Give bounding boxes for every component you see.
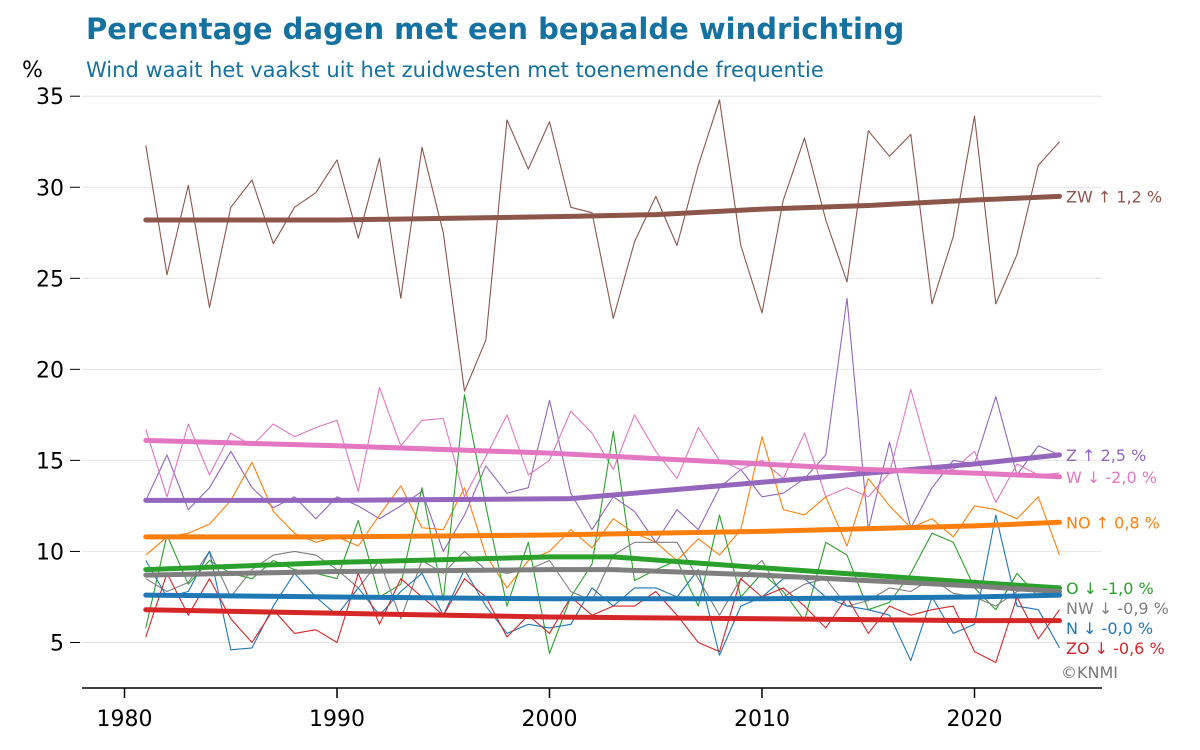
y-tick-label-5: 5: [50, 631, 64, 656]
y-tick-label-20: 20: [36, 358, 64, 383]
trend-line-no: [143, 519, 1062, 540]
trend-line-nw: [143, 567, 1062, 594]
series-line-nw: [145, 541, 1060, 620]
trend-line-n: [143, 592, 1062, 602]
series-label-z: Z ↑ 2,5 %: [1066, 446, 1146, 465]
y-tick-label-30: 30: [36, 176, 64, 201]
x-tick-label-1980: 1980: [97, 707, 153, 732]
chart-subtitle: Wind waait het vaakst uit het zuidwesten…: [86, 58, 824, 82]
series-label-o: O ↓ -1,0 %: [1066, 579, 1154, 598]
trend-line-zo: [143, 607, 1062, 624]
trend-line-w: [143, 437, 1062, 480]
x-tick-label-2000: 2000: [522, 707, 578, 732]
series-label-zw: ZW ↑ 1,2 %: [1066, 187, 1162, 206]
series-line-zw: [145, 99, 1060, 392]
series-label-n: N ↓ -0,0 %: [1066, 619, 1153, 638]
series-label-no: NO ↑ 0,8 %: [1066, 513, 1160, 532]
series-line-zo: [145, 572, 1060, 664]
copyright-label: ©KNMI: [1061, 663, 1118, 682]
chart-title: Percentage dagen met een bepaalde windri…: [86, 12, 905, 46]
y-axis: 5 10 15 20 25 30 35: [36, 85, 80, 656]
series-label-w: W ↓ -2,0 %: [1066, 468, 1157, 487]
series-line-w: [145, 387, 1060, 503]
series-labels: ZW ↑ 1,2 % Z ↑ 2,5 % W ↓ -2,0 % NO ↑ 0,8 % O…: [1066, 187, 1169, 657]
y-axis-label: %: [22, 58, 43, 83]
series-label-zo: ZO ↓ -0,6 %: [1066, 639, 1165, 658]
y-tick-label-25: 25: [36, 267, 64, 292]
y-tick-label-15: 15: [36, 449, 64, 474]
series-line-z: [145, 297, 1060, 552]
x-tick-label-1990: 1990: [309, 707, 365, 732]
x-tick-label-2010: 2010: [734, 707, 790, 732]
trend-line-o: [143, 554, 1062, 591]
y-tick-label-10: 10: [36, 540, 64, 565]
trend-lines: [143, 193, 1062, 624]
x-tick-label-2020: 2020: [947, 707, 1003, 732]
gridlines: [82, 95, 1102, 643]
trend-line-z: [143, 452, 1062, 503]
y-tick-label-35: 35: [36, 85, 64, 110]
x-axis: 1980 1990 2000 2010 2020: [82, 687, 1102, 732]
trend-line-zw: [143, 193, 1062, 223]
series-label-nw: NW ↓ -0,9 %: [1066, 599, 1169, 618]
